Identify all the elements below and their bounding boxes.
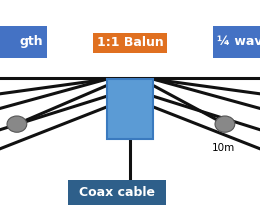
FancyBboxPatch shape bbox=[107, 79, 153, 139]
Circle shape bbox=[7, 116, 27, 132]
Text: 10m: 10m bbox=[212, 143, 235, 153]
FancyBboxPatch shape bbox=[68, 180, 166, 205]
Text: 1:1 Balun: 1:1 Balun bbox=[97, 36, 163, 49]
FancyBboxPatch shape bbox=[0, 26, 47, 58]
Text: gth: gth bbox=[19, 35, 43, 48]
FancyBboxPatch shape bbox=[213, 26, 260, 58]
Text: Coax cable: Coax cable bbox=[79, 186, 155, 199]
Text: ¼ wavele: ¼ wavele bbox=[217, 35, 260, 48]
Circle shape bbox=[215, 116, 235, 132]
